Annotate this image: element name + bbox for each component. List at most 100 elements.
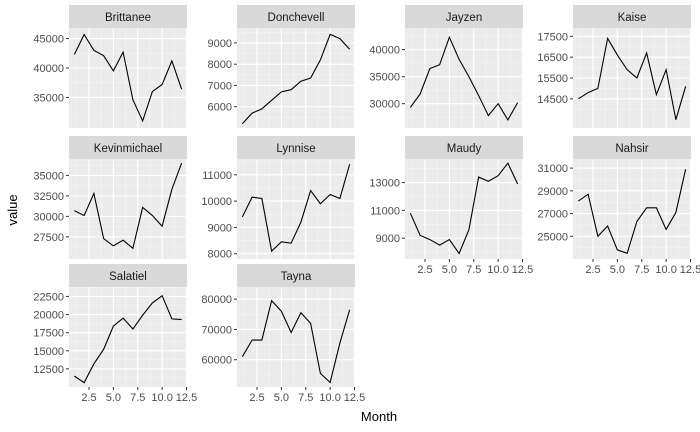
facet-tayna: Tayna 60000 70000 80000 2.5 5.0 7.5 10.0 12.5 — [201, 264, 365, 404]
facet-strip-label: Tayna — [281, 271, 312, 283]
panel-background — [237, 159, 355, 259]
y-tick-label: 35000 — [33, 92, 64, 104]
y-tick-label: 45000 — [33, 34, 64, 46]
x-tick-label: 7.5 — [634, 264, 649, 276]
y-tick-label: 12500 — [33, 364, 64, 376]
y-tick-label: 29000 — [537, 186, 568, 198]
y-tick-label: 15500 — [537, 73, 568, 85]
x-tick-label: 2.5 — [417, 264, 432, 276]
y-tick-label: 30000 — [369, 99, 400, 111]
x-tick-label: 12.5 — [512, 264, 533, 276]
series-line-tayna — [241, 299, 351, 384]
y-tick-label: 35000 — [369, 72, 400, 84]
series-line-jayzen — [409, 35, 519, 121]
series-line-salatiel — [74, 294, 182, 384]
y-tick-label: 27500 — [33, 232, 64, 244]
facet-strip — [69, 5, 187, 28]
facet-strip-label: Jayzen — [446, 12, 482, 24]
y-tick-label: 8000 — [208, 59, 232, 71]
panel-background — [237, 287, 355, 387]
x-tick-label: 5.0 — [106, 392, 121, 404]
x-tick-label: 10.0 — [151, 392, 172, 404]
facet-kevinmichael: Kevinmichael 27500 30000 32500 35000 — [33, 136, 188, 259]
facet-strip-label: Kevinmichael — [94, 143, 162, 155]
panel-background — [405, 159, 523, 259]
series-line-brittanee — [73, 33, 183, 123]
facet-strip-label: Salatiel — [109, 271, 147, 283]
panel-background — [69, 287, 187, 387]
x-axis-title: Month — [361, 409, 397, 424]
y-tick-label: 10000 — [201, 196, 232, 208]
x-tick-label: 5.0 — [442, 264, 457, 276]
x-tick-label: 12.5 — [176, 392, 197, 404]
x-tick-label: 7.5 — [298, 392, 313, 404]
x-tick-label: 10.0 — [487, 264, 508, 276]
facet-strip-label: Maudy — [447, 143, 482, 155]
facet-strip — [573, 136, 691, 159]
y-tick-label: 32500 — [33, 191, 64, 203]
y-tick-label: 25000 — [537, 231, 568, 243]
facet-brittanee: Brittanee 35000 40000 45000 — [33, 5, 188, 128]
facet-strip-label: Lynnise — [276, 143, 315, 155]
x-tick-label: 5.0 — [610, 264, 625, 276]
y-tick-label: 60000 — [201, 355, 232, 367]
facet-donchevell: Donchevell 6000 7000 8000 9000 — [208, 5, 356, 128]
facet-strip — [237, 136, 355, 159]
y-tick-label: 16500 — [537, 52, 568, 64]
y-tick-label: 11000 — [202, 170, 232, 182]
facet-nahsir: Nahsir 25000 27000 29000 31000 2.5 5.0 7.5 10.0 1… — [537, 136, 700, 276]
facet-strip — [69, 264, 187, 287]
facet-strip-label: Nahsir — [615, 143, 648, 155]
y-tick-label: 9000 — [208, 222, 232, 234]
facet-jayzen: Jayzen 30000 35000 40000 — [369, 5, 524, 128]
series-line-maudy — [409, 162, 519, 255]
facet-panels: Brittanee 35000 40000 45000 Donchevell 6000 70… — [33, 5, 700, 404]
facet-strip-label: Kaise — [618, 12, 647, 24]
y-tick-label: 9000 — [376, 233, 400, 245]
y-tick-label: 15000 — [33, 346, 64, 358]
x-tick-label: 10.0 — [655, 264, 676, 276]
series-line-nahsir — [578, 169, 687, 255]
y-tick-label: 14500 — [537, 94, 568, 106]
series-line-kevinmichael — [74, 162, 183, 250]
x-tick-label: 2.5 — [81, 392, 96, 404]
y-tick-label: 40000 — [369, 45, 400, 57]
y-tick-label: 31000 — [537, 163, 568, 175]
y-tick-label: 8000 — [208, 249, 232, 261]
facet-kaise: Kaise 14500 15500 16500 17500 — [537, 5, 692, 128]
y-tick-label: 22500 — [33, 291, 64, 303]
facet-strip — [405, 5, 523, 28]
y-tick-label: 35000 — [33, 170, 64, 182]
x-tick-label: 10.0 — [319, 392, 340, 404]
y-tick-label: 40000 — [33, 63, 64, 75]
x-tick-label: 5.0 — [274, 392, 289, 404]
y-tick-label: 6000 — [208, 102, 232, 114]
facet-strip — [237, 264, 355, 287]
facet-strip-label: Donchevell — [268, 12, 325, 24]
facet-strip — [405, 136, 523, 159]
y-tick-label: 17500 — [33, 328, 64, 340]
y-tick-label: 9000 — [208, 38, 232, 50]
y-tick-label: 13000 — [369, 178, 400, 190]
series-line-lynnise — [241, 164, 351, 253]
facet-strip — [573, 5, 691, 28]
facet-lynnise: Lynnise 8000 9000 10000 11000 — [201, 136, 356, 261]
y-tick-label: 7000 — [208, 80, 232, 92]
y-tick-label: 11000 — [370, 205, 400, 217]
x-tick-label: 7.5 — [466, 264, 481, 276]
series-line-donchevell — [241, 33, 351, 125]
facet-salatiel: Salatiel 12500 15000 17500 20000 22500 2.5 5.0 7… — [33, 264, 197, 404]
facet-maudy: Maudy 9000 11000 13000 2.5 5.0 7.5 10.0 12.5 — [369, 136, 533, 276]
facet-strip-label: Brittanee — [105, 12, 151, 24]
y-tick-label: 27000 — [537, 209, 568, 221]
y-tick-label: 80000 — [201, 294, 232, 306]
x-tick-label: 12.5 — [680, 264, 700, 276]
y-tick-label: 17500 — [537, 31, 568, 43]
x-tick-label: 2.5 — [249, 392, 264, 404]
facet-strip — [69, 136, 187, 159]
series-line-kaise — [578, 36, 687, 120]
panel-background — [573, 159, 691, 259]
y-tick-label: 30000 — [33, 211, 64, 223]
panel-background — [405, 28, 523, 128]
